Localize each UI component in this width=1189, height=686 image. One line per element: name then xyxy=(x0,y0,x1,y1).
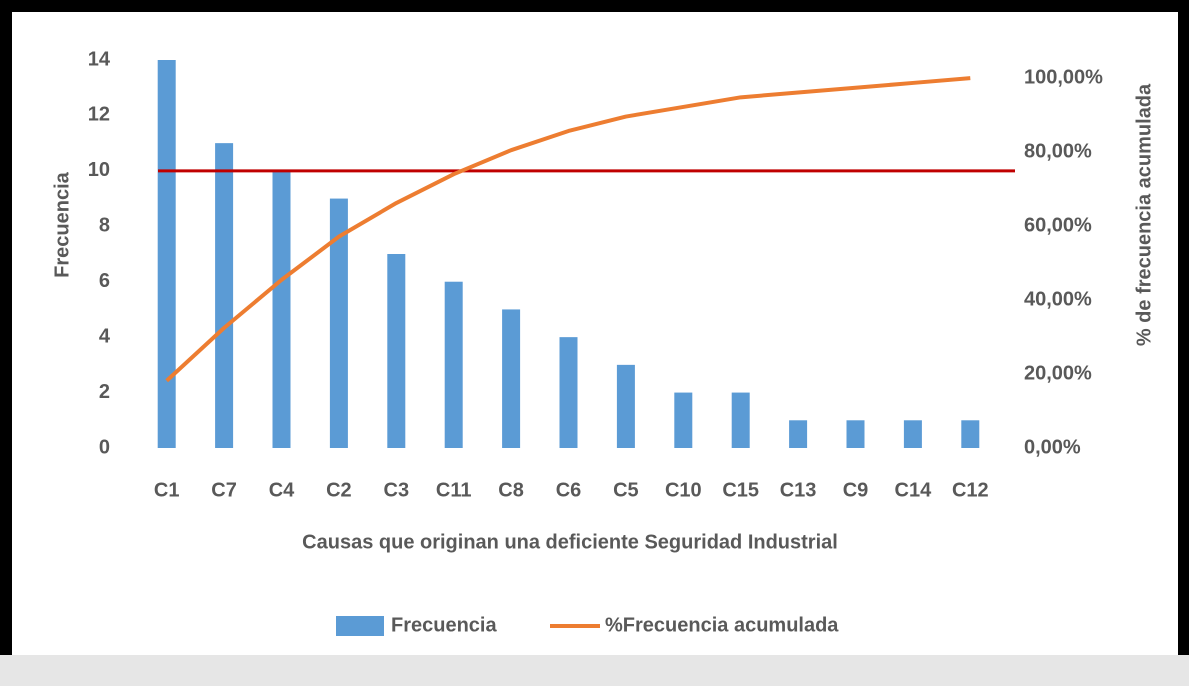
y-tick-label: 6 xyxy=(99,270,110,292)
y2-tick-label: 20,00% xyxy=(1024,362,1092,384)
bar xyxy=(387,254,406,448)
x-tick-label: C2 xyxy=(326,479,352,501)
y2-axis-title: % de frecuencia acumulada xyxy=(1133,83,1155,346)
x-axis-title: Causas que originan una deficiente Segur… xyxy=(302,531,838,553)
bar xyxy=(674,392,693,448)
x-tick-label: C9 xyxy=(843,479,869,501)
x-tick-label: C8 xyxy=(498,479,524,501)
bar xyxy=(731,392,750,448)
x-tick-label: C13 xyxy=(780,479,817,501)
bar xyxy=(157,60,176,448)
x-tick-label: C4 xyxy=(269,479,295,501)
x-tick-label: C15 xyxy=(722,479,759,501)
bar xyxy=(502,309,521,448)
legend-swatch xyxy=(336,616,384,636)
y-tick-label: 2 xyxy=(99,381,110,403)
y-tick-label: 12 xyxy=(88,104,110,126)
bar xyxy=(616,364,635,448)
bar xyxy=(215,143,234,448)
x-tick-label: C1 xyxy=(154,479,180,501)
x-tick-label: C7 xyxy=(211,479,237,501)
x-tick-label: C3 xyxy=(384,479,410,501)
y2-tick-label: 100,00% xyxy=(1024,66,1103,88)
y-tick-label: 10 xyxy=(88,159,110,181)
bar xyxy=(272,170,291,448)
x-tick-label: C10 xyxy=(665,479,702,501)
bar xyxy=(789,420,808,448)
bar xyxy=(903,420,922,448)
bar xyxy=(329,198,348,448)
frame-bottom xyxy=(0,655,1189,686)
x-tick-label: C11 xyxy=(436,479,472,501)
x-tick-label: C6 xyxy=(556,479,582,501)
bar xyxy=(961,420,980,448)
x-tick-label: C14 xyxy=(895,479,933,501)
bar xyxy=(559,337,578,448)
y2-tick-label: 60,00% xyxy=(1024,214,1092,236)
legend-label: %Frecuencia acumulada xyxy=(605,614,839,636)
cumulative-line xyxy=(165,76,971,383)
y-tick-label: 8 xyxy=(99,215,110,237)
frame-right xyxy=(1178,0,1189,660)
y-axis-title: Frecuencia xyxy=(51,171,73,277)
y-tick-label: 0 xyxy=(99,436,110,458)
y2-tick-label: 80,00% xyxy=(1024,140,1092,162)
x-tick-label: C5 xyxy=(613,479,639,501)
legend-label: Frecuencia xyxy=(391,614,497,636)
y2-tick-label: 40,00% xyxy=(1024,288,1092,310)
y2-tick-label: 0,00% xyxy=(1024,436,1081,458)
y-tick-label: 4 xyxy=(99,325,111,347)
bar xyxy=(846,420,865,448)
bar xyxy=(444,281,463,448)
x-tick-label: C12 xyxy=(952,479,989,501)
y-tick-label: 14 xyxy=(88,48,111,70)
frame-top xyxy=(0,0,1189,12)
frame-left xyxy=(0,0,12,660)
